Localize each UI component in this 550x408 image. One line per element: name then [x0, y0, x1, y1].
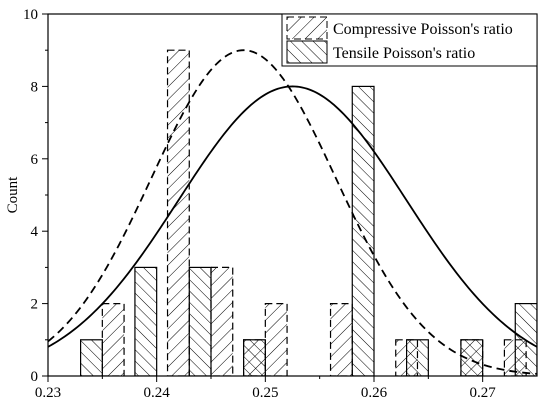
y-tick-label: 10: [23, 7, 38, 23]
x-tick-label: 0.23: [35, 385, 61, 401]
y-tick-label: 6: [31, 152, 39, 168]
bar-tensile-0: [79, 339, 103, 376]
legend-label-tensile: Tensile Poisson's ratio: [333, 45, 475, 62]
bar-tensile-4: [351, 85, 375, 376]
y-tick-label: 0: [31, 369, 39, 385]
bar-compressive-0: [101, 303, 125, 376]
bar-compressive-4: [264, 303, 288, 376]
y-axis-label: Count: [5, 176, 21, 214]
legend-label-compressive: Compressive Poisson's ratio: [333, 21, 513, 38]
x-tick-label: 0.27: [470, 385, 497, 401]
bar-tensile-2: [188, 266, 212, 376]
y-tick-label: 8: [31, 79, 39, 95]
y-tick-label: 4: [31, 224, 39, 240]
x-tick-label: 0.26: [361, 385, 388, 401]
bar-compressive-5: [329, 303, 353, 376]
y-tick-label: 2: [31, 297, 39, 313]
legend: Compressive Poisson's ratio Tensile Pois…: [281, 13, 538, 67]
x-tick-label: 0.24: [144, 385, 171, 401]
fit-curve-compressive: [48, 49, 537, 375]
legend-swatch-tensile: [286, 40, 328, 64]
x-tick-label: 0.25: [252, 385, 278, 401]
bar-tensile-3: [243, 339, 266, 376]
bar-compressive-2: [210, 266, 234, 376]
legend-swatch-compressive: [286, 16, 328, 40]
bar-tensile-5: [406, 339, 429, 376]
bar-tensile-1: [134, 266, 158, 376]
fit-curve-tensile: [48, 85, 537, 348]
